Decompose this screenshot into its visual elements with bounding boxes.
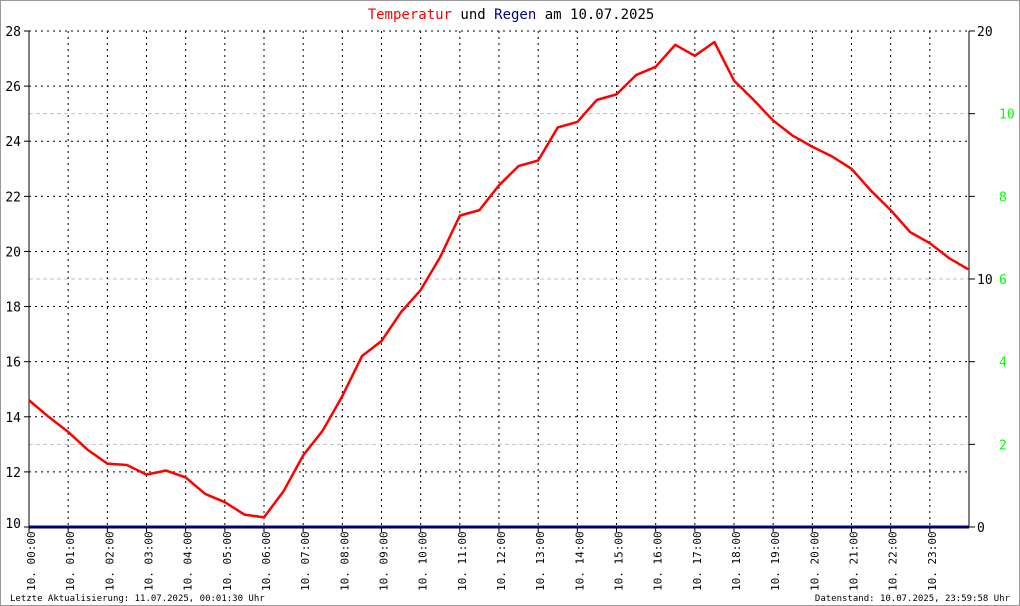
- y-right-green-tick-label: 6: [999, 273, 1007, 288]
- x-tick-label: 10. 11:00: [456, 531, 469, 591]
- x-tick-label: 10. 12:00: [495, 531, 508, 591]
- y-right-green-tick-label: 10: [999, 108, 1015, 123]
- x-tick-label: 10. 21:00: [848, 531, 861, 591]
- temperature-line: [28, 40, 969, 519]
- y-left-tick-label: 12: [5, 466, 21, 481]
- x-tick-label: 10. 18:00: [730, 531, 743, 591]
- y-right-tick-label: 20: [977, 25, 993, 40]
- y-left-tick-label: 26: [5, 80, 21, 95]
- x-tick-label: 10. 22:00: [887, 531, 900, 591]
- x-tick-label: 10. 15:00: [613, 531, 626, 591]
- title-part: am 10.07.2025: [536, 7, 654, 23]
- x-tick-label: 10. 05:00: [221, 531, 234, 591]
- y-left-tick-label: 20: [5, 245, 21, 260]
- title-part: Regen: [494, 7, 536, 23]
- y-left-tick-label: 14: [5, 411, 21, 426]
- x-tick-label: 10. 03:00: [143, 531, 156, 591]
- x-tick-label: 10. 06:00: [260, 531, 273, 591]
- x-tick-label: 10. 07:00: [299, 531, 312, 591]
- y-right-green-tick-label: 2: [999, 438, 1007, 453]
- y-left-tick-label: 18: [5, 301, 21, 316]
- y-left-tick-label: 28: [5, 25, 21, 40]
- y-right-green-tick-label: 4: [999, 356, 1007, 371]
- y-right-green-tick-label: 8: [999, 190, 1007, 205]
- x-tick-label: 10. 10:00: [417, 531, 430, 591]
- y-right-tick-label: 0: [977, 521, 985, 536]
- x-tick-label: 10. 16:00: [652, 531, 665, 591]
- x-tick-label: 10. 17:00: [691, 531, 704, 591]
- x-tick-label: 10. 09:00: [378, 531, 391, 591]
- last-update-text: Letzte Aktualisierung: 11.07.2025, 00:01…: [10, 594, 265, 604]
- y-left-tick-label: 16: [5, 356, 21, 371]
- x-tick-label: 10. 01:00: [64, 531, 77, 591]
- y-left-tick-label: 22: [5, 190, 21, 205]
- x-tick-label: 10. 19:00: [769, 531, 782, 591]
- x-tick-label: 10. 04:00: [182, 531, 195, 591]
- x-tick-label: 10. 02:00: [103, 531, 116, 591]
- x-tick-label: 10. 00:00: [25, 531, 38, 591]
- x-tick-label: 10. 13:00: [534, 531, 547, 591]
- y-left-tick-label: 24: [5, 135, 21, 150]
- x-tick-label: 10. 20:00: [808, 531, 821, 591]
- x-tick-label: 10. 23:00: [926, 531, 939, 591]
- x-tick-label: 10. 08:00: [338, 531, 351, 591]
- title-part: Temperatur: [368, 7, 452, 23]
- y-left-tick-label: 10: [5, 517, 21, 532]
- x-tick-label: 10. 14:00: [573, 531, 586, 591]
- chart-title: Temperatur und Regen am 10.07.2025: [368, 7, 655, 23]
- title-part: und: [452, 7, 494, 23]
- y-right-tick-label: 10: [977, 273, 993, 288]
- data-timestamp-text: Datenstand: 10.07.2025, 23:59:58 Uhr: [814, 594, 1010, 604]
